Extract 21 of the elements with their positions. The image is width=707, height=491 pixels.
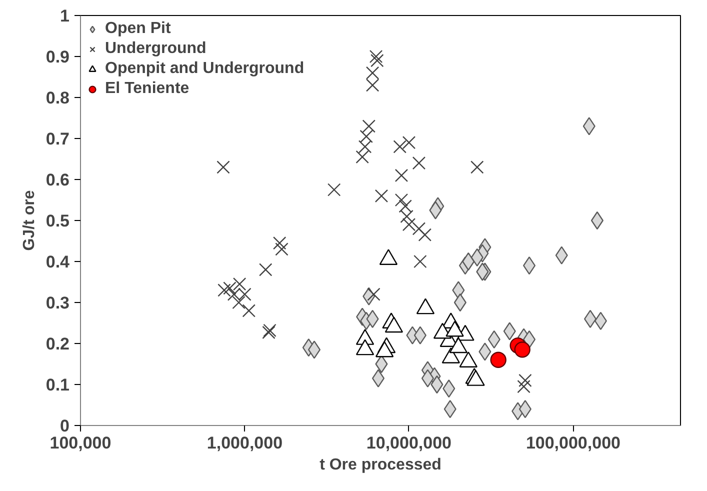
legend-label: Openpit and Underground [105,60,304,78]
y-tick-label: 0.5 [46,212,70,230]
x-tick-label: 100,000,000 [526,434,620,452]
y-tick-label: 0 [60,416,70,436]
y-tick-label: 0.2 [46,334,70,354]
y-tick-label: 0.1 [46,376,70,394]
x-tick-label: 10,000,000 [366,434,452,452]
x-axis-title: t Ore processed [320,456,442,474]
y-tick-label: 0.8 [46,88,70,108]
y-tick-label: 0.7 [46,130,70,148]
y-tick-label: 0.6 [46,170,70,190]
y-tick-label: 1 [60,6,70,26]
legend-label: Open Pit [105,20,171,38]
legend-label: Underground [105,40,206,58]
x-tick-label: 1,000,000 [206,434,283,452]
y-tick-label: 0.9 [46,48,70,66]
x-tick-label: 100,000 [50,434,112,452]
legend-label: El Teniente [105,80,190,98]
y-tick-label: 0.3 [46,294,70,312]
y-tick-label: 0.4 [46,252,70,272]
y-axis-title: GJ/t ore [20,190,38,251]
